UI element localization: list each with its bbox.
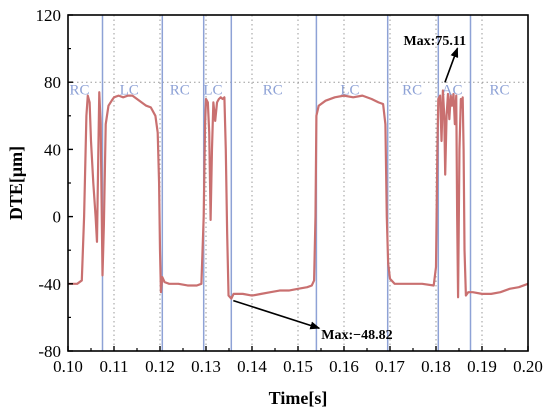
region-label: RC: [69, 83, 89, 99]
x-tick-label: 0.18: [421, 357, 451, 376]
x-tick-label: 0.12: [145, 357, 175, 376]
region-boundaries: [101, 15, 472, 351]
y-tick-label: 0: [53, 208, 62, 227]
y-tick-label: 80: [44, 73, 61, 92]
annotation-arrow: [233, 299, 321, 330]
x-tick-label: 0.20: [513, 357, 543, 376]
region-label: RC: [263, 83, 283, 99]
x-tick-label: 0.13: [191, 357, 221, 376]
x-tick-label: 0.19: [467, 357, 497, 376]
x-tick-label: 0.10: [53, 357, 83, 376]
series-layer: [68, 89, 529, 300]
region-label: RC: [489, 83, 509, 99]
region-label: LC: [120, 83, 139, 99]
region-label: LC: [203, 83, 222, 99]
annotations: Max:75.11 Max:−48.82: [233, 34, 466, 343]
series-line: [68, 89, 529, 300]
x-tick-label: 0.11: [99, 357, 128, 376]
annotation-arrow: [444, 47, 459, 83]
y-tick-label: 40: [44, 140, 61, 159]
annotation-label: Max:75.11: [403, 34, 466, 49]
axis-ticks: 0.10 0.11 0.12 0.13 0.14 0.15 0.16 0.17 0.18 0.19…: [36, 6, 543, 376]
x-tick-label: 0.16: [329, 357, 359, 376]
y-tick-label: -80: [38, 342, 61, 361]
y-axis-title: DTE[μm]: [6, 146, 26, 220]
x-axis-title: Time[s]: [269, 388, 328, 408]
region-label: RC: [170, 83, 190, 99]
x-tick-label: 0.15: [283, 357, 313, 376]
annotation-label: Max:−48.82: [321, 328, 392, 343]
y-tick-label: 120: [36, 6, 62, 25]
x-tick-label: 0.14: [237, 357, 267, 376]
region-label: AC: [442, 83, 463, 99]
region-labels: RC LC RC LC RC LC RC AC RC: [69, 83, 509, 99]
y-tick-label: -40: [38, 275, 61, 294]
region-label: RC: [402, 83, 422, 99]
x-tick-label: 0.17: [375, 357, 405, 376]
region-label: LC: [340, 83, 359, 99]
